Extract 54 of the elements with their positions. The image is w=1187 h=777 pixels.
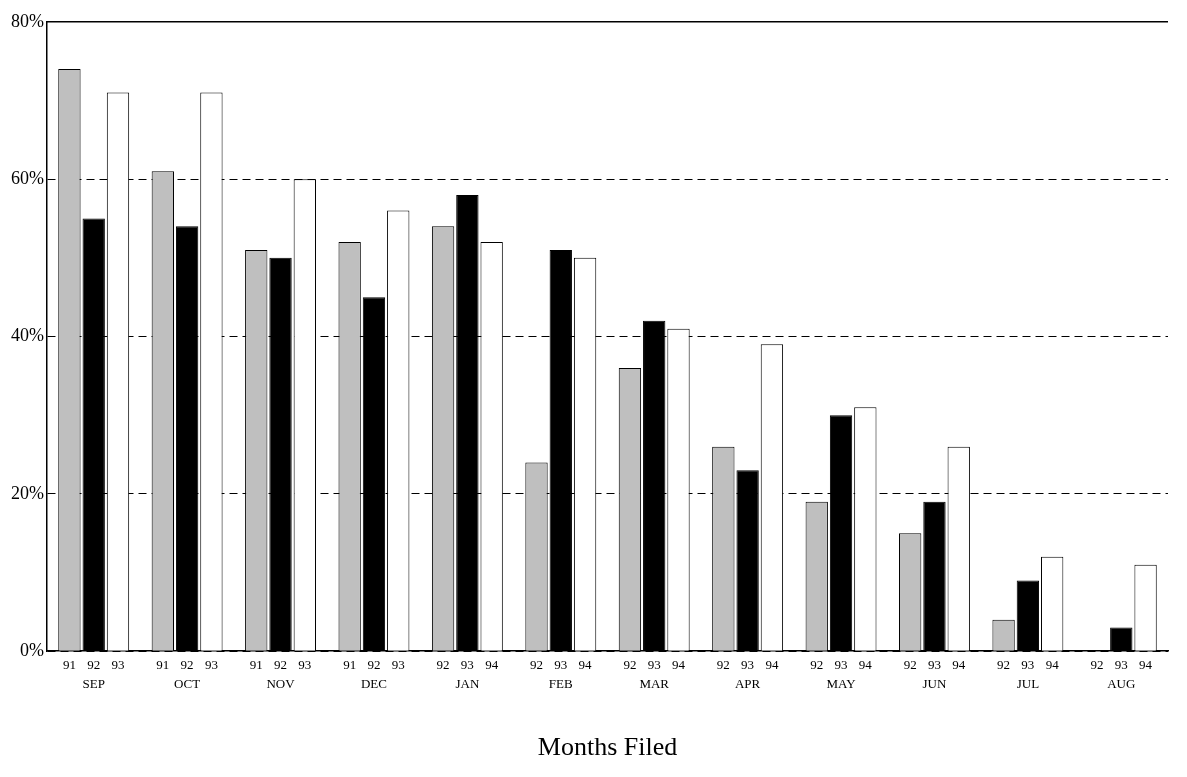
x-tick-label: NOV [266, 676, 296, 692]
y-tick-label: 60% [10, 167, 44, 188]
annotation: 92 [180, 657, 194, 673]
x-tick-label: APR [734, 676, 761, 692]
annotation: 92 [716, 657, 730, 673]
annotation: 92 [530, 657, 543, 673]
annotation: 93 [834, 657, 848, 673]
x-tick-label: SEP [82, 676, 105, 692]
y-tick-label: 80% [10, 10, 44, 31]
annotation: 94 [1139, 657, 1153, 673]
annotation: 93 [647, 657, 661, 673]
x-tick-label: DEC [360, 676, 387, 692]
annotation: 93 [554, 657, 568, 673]
x-tick-label: JAN [455, 676, 480, 692]
annotation: 92 [367, 657, 381, 673]
annotation: 93 [1114, 657, 1128, 673]
annotation: 93 [204, 657, 218, 673]
annotation: 94 [578, 657, 593, 673]
annotation: 93 [111, 657, 125, 673]
annotation: 93 [741, 657, 755, 673]
annotation: 92 [810, 657, 824, 673]
annotation: 94 [1045, 657, 1060, 673]
x-tick-label: OCT [174, 676, 201, 692]
annotation: 93 [460, 657, 474, 673]
annotation: 93 [1021, 657, 1035, 673]
annotation: 94 [858, 657, 873, 673]
x-tick-label: AUG [1107, 676, 1136, 692]
annotation: 92 [1090, 657, 1104, 673]
annotation: 93 [927, 657, 941, 673]
annotation: 91 [156, 657, 170, 673]
annotation: 93 [391, 657, 405, 673]
x-tick-label: FEB [548, 676, 574, 692]
annotation: 92 [87, 657, 101, 673]
annotation: 94 [765, 657, 779, 673]
x-tick-label: JUL [1016, 676, 1040, 692]
y-tick-label: 0% [19, 639, 44, 660]
annotation: 91 [62, 657, 76, 673]
annotation: 91 [343, 657, 357, 673]
annotation: 92 [997, 657, 1011, 673]
annotation: 94 [952, 657, 966, 673]
x-tick-label: MAR [639, 676, 670, 692]
annotation: 92 [623, 657, 637, 673]
x-tick-label: JUN [922, 676, 947, 692]
annotation: 93 [298, 657, 312, 673]
annotation: 94 [671, 657, 686, 673]
annotation: 92 [274, 657, 288, 673]
annotation: 92 [903, 657, 917, 673]
x-tick-label: MAY [826, 676, 857, 692]
annotation: 94 [485, 657, 499, 673]
y-tick-label: 20% [10, 482, 44, 503]
annotation: 92 [436, 657, 450, 673]
y-tick-label: 40% [10, 325, 44, 346]
annotation: 91 [249, 657, 263, 673]
x-axis-title: Months Filed [537, 732, 678, 762]
